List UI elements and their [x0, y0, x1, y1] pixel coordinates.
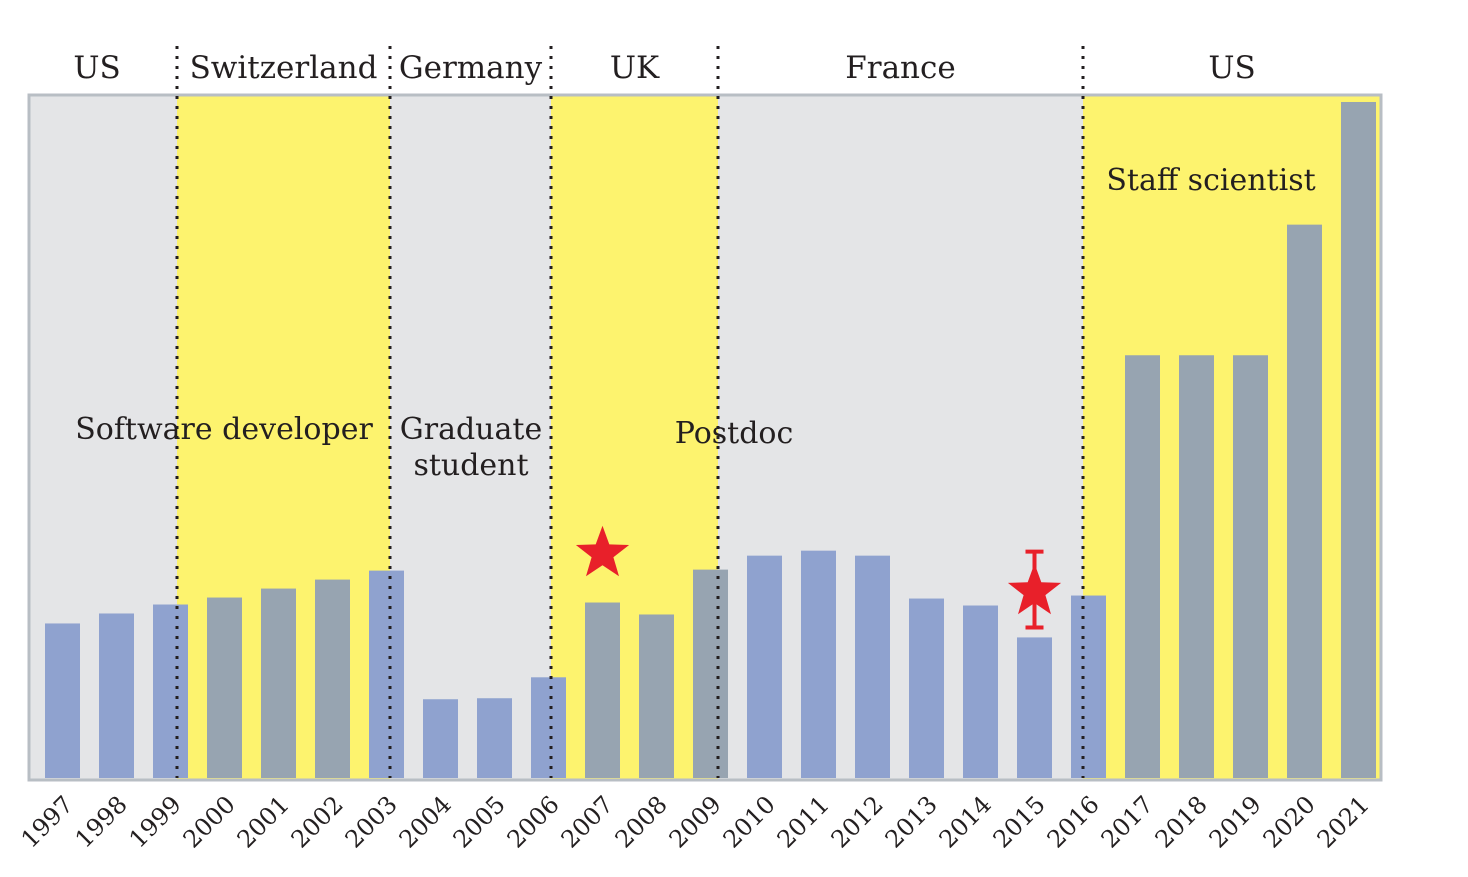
period-dividers — [175, 46, 1085, 778]
role-label: Graduate student — [400, 412, 542, 483]
bar-1998 — [99, 613, 134, 778]
x-tick-label: 2004 — [394, 790, 457, 853]
bar-2021 — [1341, 101, 1376, 778]
bar-2003 — [369, 570, 404, 778]
star-marker-2007 — [575, 525, 630, 577]
role-label: Software developer — [75, 412, 373, 447]
bar-2011 — [801, 550, 836, 778]
country-label: US — [1208, 50, 1255, 86]
bar-2001 — [261, 588, 296, 778]
x-tick-labels: 1997199819992000200120022003200420052006… — [16, 790, 1375, 853]
role-label-line: Graduate — [400, 412, 542, 447]
x-tick-label: 2014 — [934, 790, 997, 853]
bar-2000 — [207, 597, 242, 778]
role-label: Postdoc — [675, 416, 794, 451]
bar-2019 — [1233, 355, 1268, 778]
x-tick-label: 2019 — [1204, 790, 1267, 853]
x-tick-label: 2006 — [502, 790, 565, 853]
x-tick-label: 2021 — [1312, 790, 1375, 853]
bar-2012 — [855, 555, 890, 778]
bar-2007 — [585, 602, 620, 778]
role-label-line: Staff scientist — [1106, 163, 1315, 198]
band-germany-2003 — [390, 95, 551, 780]
x-tick-label: 2016 — [1042, 790, 1105, 853]
bar-2017 — [1125, 355, 1160, 778]
plot-frame — [27, 93, 1383, 782]
bars — [45, 101, 1376, 779]
x-tick-label: 2009 — [664, 790, 727, 853]
band-uk-2006 — [551, 95, 718, 780]
bar-2009 — [693, 569, 728, 778]
bar-2015 — [1017, 637, 1052, 778]
role-labels: Software developer Graduate student Postdoc… — [75, 163, 1315, 483]
bar-2004 — [423, 699, 458, 778]
x-tick-label: 2017 — [1096, 790, 1159, 853]
role-label: Staff scientist — [1106, 163, 1315, 198]
bar-2006 — [531, 677, 566, 778]
x-tick-label: 2008 — [610, 790, 673, 853]
x-tick-label: 2010 — [718, 790, 781, 853]
x-tick-label: 1999 — [124, 790, 187, 853]
x-tick-label: 2020 — [1258, 790, 1321, 853]
x-tick-label: 2001 — [232, 790, 295, 853]
x-tick-label: 1998 — [70, 790, 133, 853]
bar-1999 — [153, 604, 188, 778]
role-label-line: Software developer — [75, 412, 373, 447]
x-tick-label: 1997 — [16, 790, 79, 853]
x-tick-label: 2011 — [772, 790, 835, 853]
star-marker-2015 — [1007, 563, 1062, 615]
country-label: UK — [610, 50, 660, 86]
bar-2018 — [1179, 355, 1214, 778]
bar-2020 — [1287, 224, 1322, 779]
country-label: Germany — [399, 50, 543, 86]
x-tick-label: 2012 — [826, 790, 889, 853]
country-label: France — [845, 50, 955, 86]
role-label-line: Postdoc — [675, 416, 794, 451]
x-tick-label: 2013 — [880, 790, 943, 853]
role-label-line: student — [413, 448, 528, 483]
x-tick-label: 2015 — [988, 790, 1051, 853]
bar-2013 — [909, 598, 944, 778]
x-tick-label: 2000 — [178, 790, 241, 853]
bar-2002 — [315, 579, 350, 778]
x-tick-label: 2005 — [448, 790, 511, 853]
x-tick-label: 2002 — [286, 790, 349, 853]
bar-2014 — [963, 605, 998, 778]
bar-2010 — [747, 555, 782, 778]
bar-2005 — [477, 698, 512, 778]
star-markers — [575, 525, 1062, 630]
x-tick-label: 2007 — [556, 790, 619, 853]
country-label: Switzerland — [190, 50, 378, 86]
x-tick-label: 2003 — [340, 790, 403, 853]
x-tick-label: 2018 — [1150, 790, 1213, 853]
country-label: US — [73, 50, 120, 86]
country-labels: US Switzerland Germany UK France US — [73, 50, 1255, 86]
bar-2008 — [639, 614, 674, 778]
bar-2016 — [1071, 595, 1106, 778]
bar-1997 — [45, 623, 80, 778]
